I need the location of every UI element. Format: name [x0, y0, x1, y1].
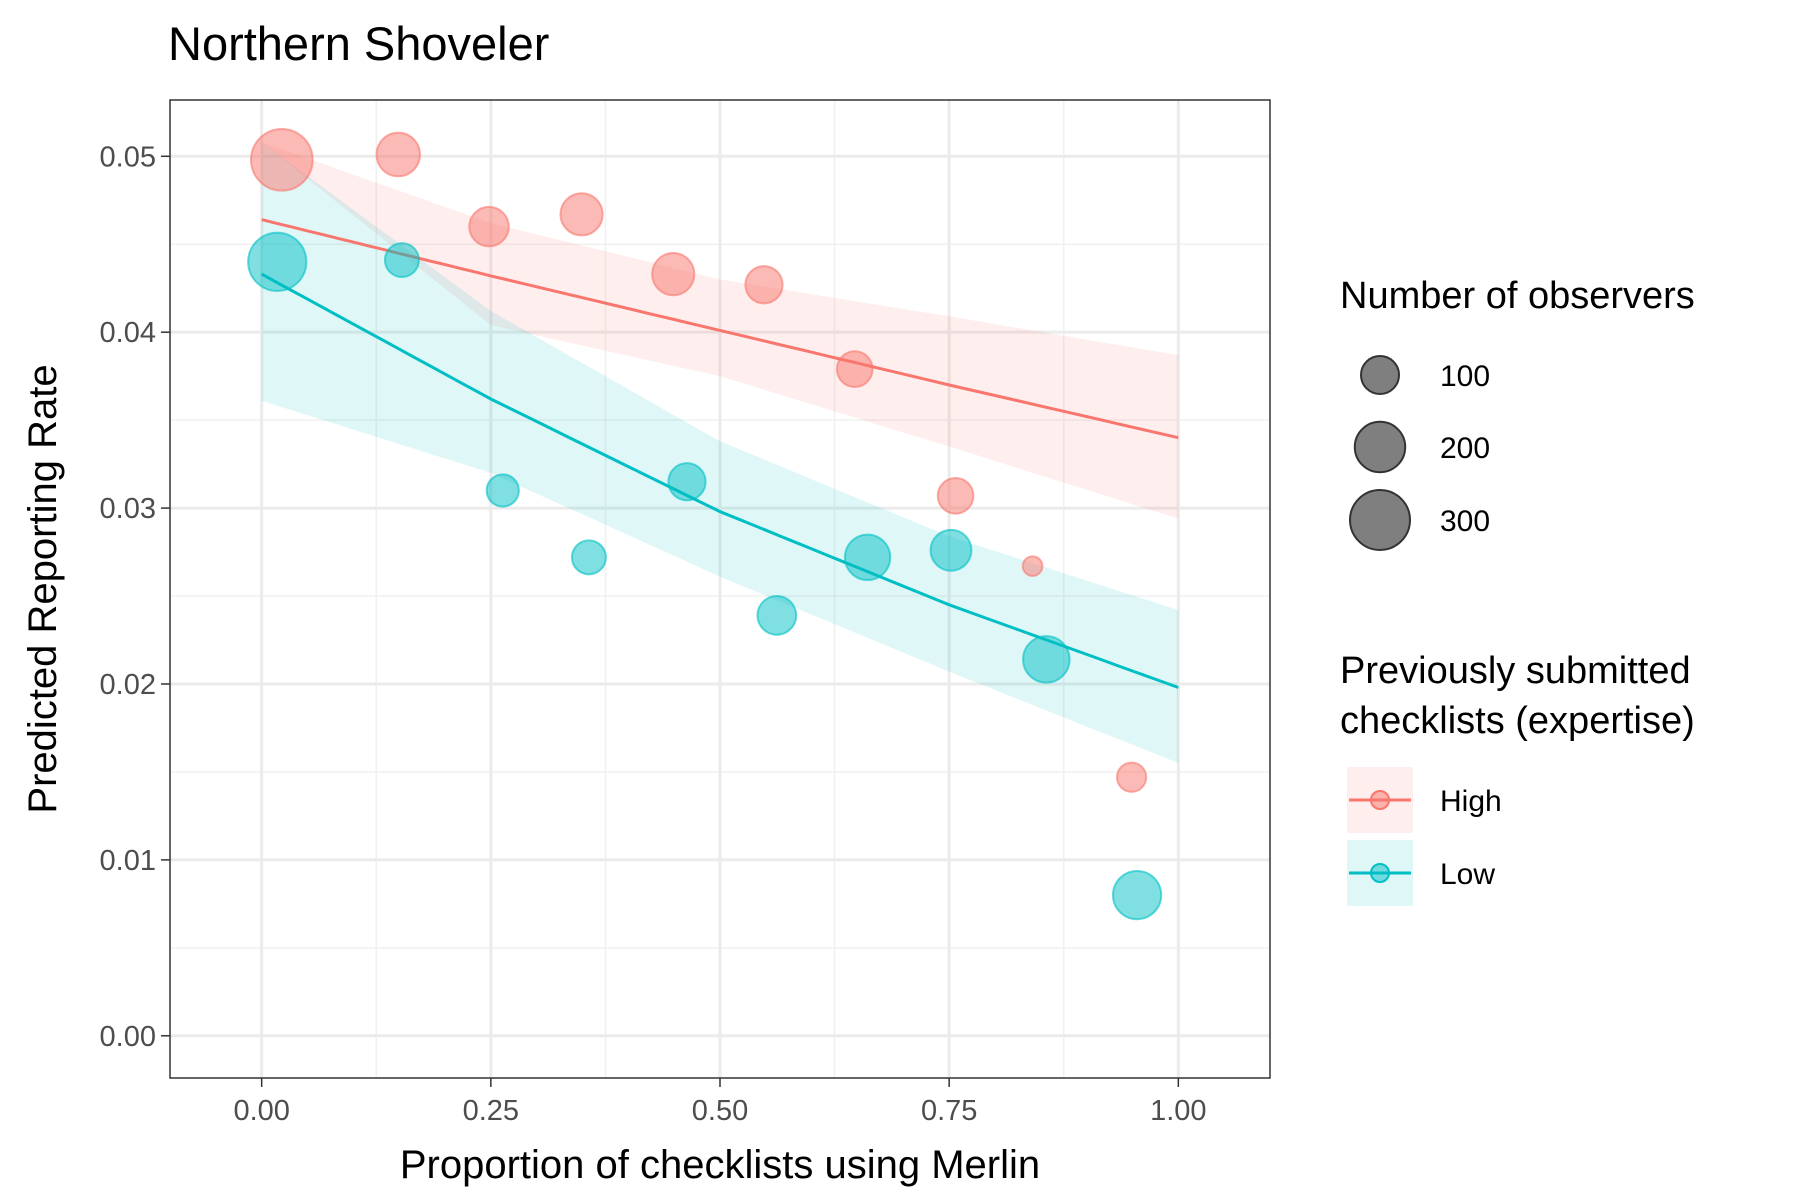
data-point-low — [756, 595, 798, 636]
x-tick-label: 0.25 — [463, 1095, 519, 1127]
data-point-low — [929, 528, 973, 572]
color-legend-title-line-1: Previously submitted — [1340, 650, 1691, 692]
chart-title: Northern Shoveler — [168, 17, 549, 70]
grid-major — [170, 100, 1270, 1078]
data-point-high — [375, 131, 421, 178]
y-tick-label: 0.04 — [100, 317, 156, 349]
data-point-low — [1111, 869, 1163, 921]
confidence-band-low — [261, 142, 1179, 764]
fit-line-low — [260, 272, 1179, 689]
data-point-low — [843, 533, 892, 582]
size-legend-key-300 — [1349, 489, 1411, 551]
size-legend: Number of observers 100 200 300 — [1340, 275, 1695, 551]
data-point-low — [1022, 635, 1071, 684]
x-tick-label: 0.50 — [692, 1095, 748, 1127]
data-point-high — [936, 476, 975, 515]
y-tick-label: 0.02 — [100, 669, 156, 701]
size-legend-label-300: 300 — [1440, 505, 1490, 538]
plot-panel — [169, 99, 1271, 1079]
data-point-high — [468, 205, 510, 248]
x-axis-title: Proportion of checklists using Merlin — [400, 1143, 1040, 1187]
size-legend-label-100: 100 — [1440, 360, 1490, 393]
size-legend-key-100 — [1360, 355, 1400, 395]
color-legend-point-low — [1370, 863, 1390, 883]
color-legend-label-low: Low — [1440, 858, 1495, 891]
y-tick-label: 0.01 — [100, 845, 156, 877]
data-point-low — [383, 242, 420, 279]
color-legend-label-high: High — [1440, 785, 1502, 818]
data-point-low — [247, 231, 308, 292]
color-legend: Previously submitted checklists (experti… — [1340, 650, 1695, 906]
data-point-low — [485, 473, 520, 508]
x-tick-label: 1.00 — [1150, 1095, 1206, 1127]
data-point-high — [250, 127, 314, 192]
color-legend-title-line-2: checklists (expertise) — [1340, 700, 1695, 742]
data-point-high — [744, 265, 784, 305]
data-point-high — [835, 350, 874, 388]
y-tick-label: 0.03 — [100, 493, 156, 525]
size-legend-key-200 — [1353, 420, 1407, 474]
size-legend-title: Number of observers — [1340, 275, 1695, 317]
data-point-high — [1115, 761, 1148, 793]
y-axis-title: Predicted Reporting Rate — [21, 364, 65, 813]
data-point-low — [570, 539, 607, 576]
data-point-high — [559, 192, 604, 237]
data-points — [247, 127, 1163, 921]
data-point-low — [667, 462, 707, 502]
axis-ticks — [161, 155, 1180, 1087]
data-point-high — [651, 252, 696, 297]
data-point-high — [1021, 555, 1044, 577]
axis-tick-labels: 0.00 0.25 0.50 0.75 1.00 0.00 0.01 0.02 0.03 0.04… — [100, 141, 1207, 1127]
y-tick-label: 0.00 — [100, 1021, 156, 1053]
color-legend-point-high — [1370, 790, 1390, 810]
x-tick-label: 0.75 — [921, 1095, 977, 1127]
x-tick-label: 0.00 — [233, 1095, 289, 1127]
y-tick-label: 0.05 — [100, 141, 156, 173]
size-legend-label-200: 200 — [1440, 432, 1490, 465]
